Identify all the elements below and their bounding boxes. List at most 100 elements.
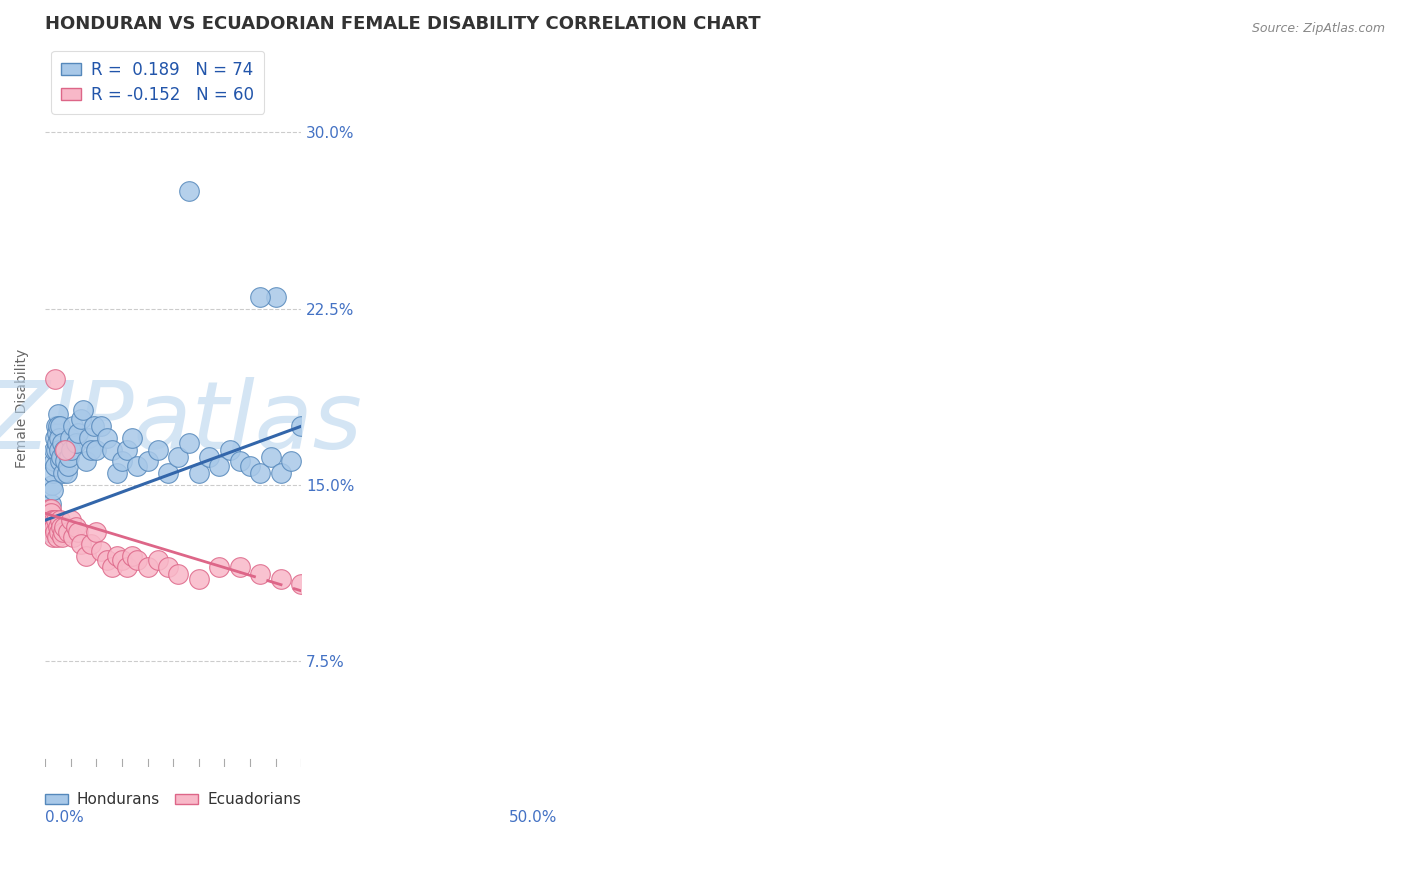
Point [41,511,63,525]
Point [53,442,76,457]
Point [90,544,112,558]
Point [111,553,134,567]
Point [45,419,67,434]
Point [218,442,240,457]
Point [115,442,138,457]
Point [146,553,169,567]
Legend: Hondurans, Ecuadorians: Hondurans, Ecuadorians [39,786,308,814]
Point [80,442,103,457]
Point [55,442,77,457]
Point [367,631,389,645]
Point [444,666,467,681]
Point [56,524,79,539]
Point [239,459,262,474]
Point [75,454,97,468]
Point [46,520,69,534]
Point [37,520,59,534]
Point [208,560,231,574]
Point [67,426,90,441]
Point [392,642,415,657]
Point [198,450,221,464]
Point [59,513,82,527]
Point [41,524,63,539]
Point [49,454,72,468]
Point [136,560,159,574]
Point [270,572,292,586]
Point [249,467,271,481]
Text: ZIPatlas: ZIPatlas [0,377,363,468]
Point [38,513,60,527]
Point [229,454,252,468]
Point [67,524,90,539]
Point [157,467,180,481]
Point [42,483,65,497]
Point [58,450,80,464]
Point [46,435,69,450]
Point [177,435,200,450]
Point [39,497,62,511]
Point [55,467,77,481]
Point [157,560,180,574]
Point [45,513,67,527]
Point [37,518,59,533]
Point [38,524,60,539]
Point [46,419,69,434]
Point [51,520,73,534]
Point [48,431,70,445]
Point [83,419,105,434]
Point [90,419,112,434]
Point [72,402,94,417]
Point [49,419,72,434]
Point [419,655,441,669]
Point [44,442,66,457]
Y-axis label: Female Disability: Female Disability [15,349,30,468]
Point [55,454,77,468]
Point [264,290,287,304]
Point [270,467,292,481]
Point [39,520,62,534]
Point [249,567,271,582]
Point [70,537,93,551]
Point [65,520,87,534]
Point [167,450,190,464]
Text: Source: ZipAtlas.com: Source: ZipAtlas.com [1251,22,1385,36]
Point [84,524,107,539]
Point [38,513,60,527]
Point [51,435,73,450]
Point [146,442,169,457]
Point [127,553,149,567]
Point [46,408,69,422]
Point [111,454,134,468]
Point [37,506,59,520]
Point [39,506,62,520]
Point [51,530,73,544]
Point [80,537,103,551]
Point [96,553,118,567]
Point [35,511,58,525]
Point [127,459,149,474]
Point [70,412,93,426]
Point [38,501,60,516]
Point [62,419,84,434]
Point [44,524,66,539]
Point [56,459,79,474]
Point [177,184,200,198]
Point [280,454,302,468]
Point [187,572,209,586]
Point [38,506,60,520]
Point [41,478,63,492]
Point [105,549,128,563]
Point [470,655,492,669]
Point [41,518,63,533]
Text: 0.0%: 0.0% [45,810,84,825]
Point [121,549,143,563]
Point [229,560,252,574]
Point [41,513,63,527]
Point [62,530,84,544]
Point [58,431,80,445]
Point [52,524,75,539]
Point [53,520,76,534]
Point [290,419,312,434]
Point [115,560,138,574]
Point [42,530,65,544]
